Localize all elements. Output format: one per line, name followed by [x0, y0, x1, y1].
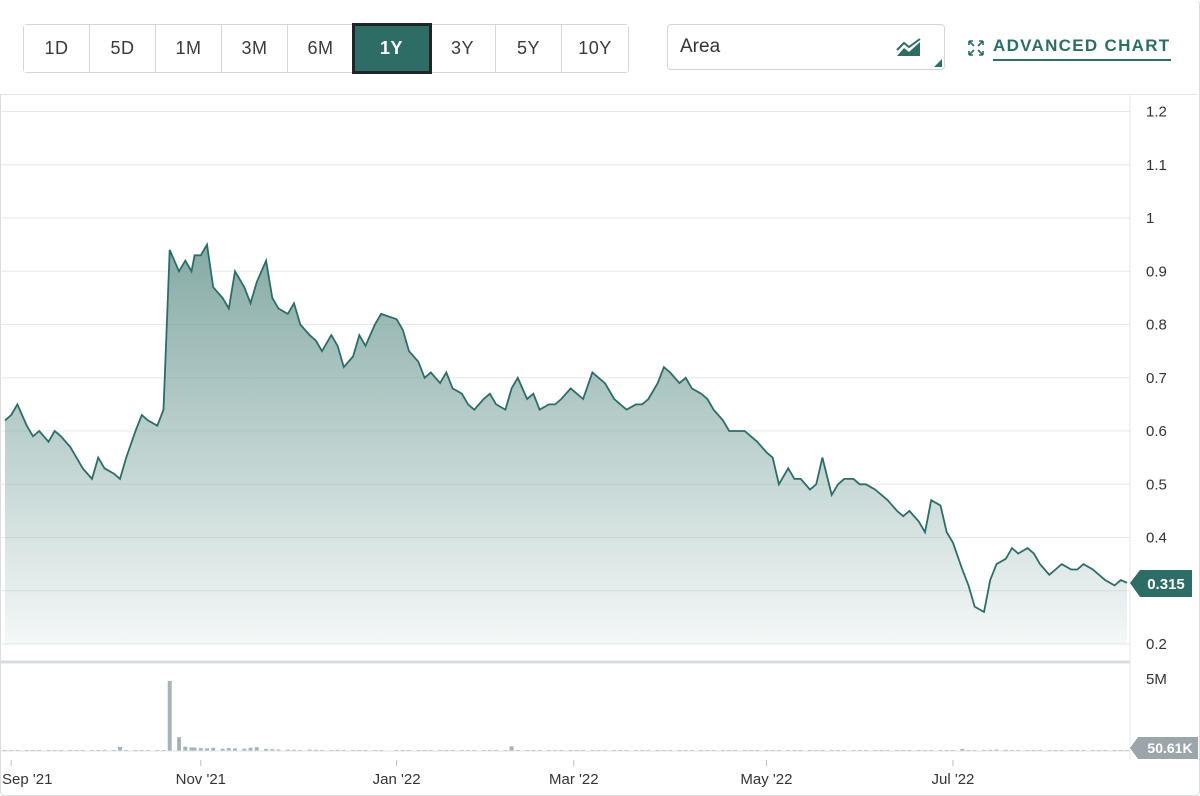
- volume-bar: [264, 748, 269, 751]
- y-tick-label: 1: [1146, 210, 1154, 227]
- y-tick-label: 0.6: [1146, 423, 1167, 440]
- last-volume-label: 50.61K: [1147, 740, 1192, 756]
- range-button-6m[interactable]: 6M: [288, 25, 354, 72]
- x-tick-label: Jan '22: [373, 771, 421, 788]
- volume-bar: [254, 747, 259, 751]
- range-button-1y[interactable]: 1Y: [352, 23, 432, 74]
- volume-bar: [487, 749, 492, 751]
- range-button-3m[interactable]: 3M: [222, 25, 288, 72]
- dropdown-corner-icon: [934, 59, 942, 67]
- volume-bar: [226, 748, 231, 751]
- volume-bar: [298, 749, 303, 751]
- y-tick-label: 0.2: [1146, 636, 1167, 653]
- range-button-1d[interactable]: 1D: [24, 25, 90, 72]
- volume-bar: [192, 747, 197, 751]
- volume-bar: [183, 746, 188, 751]
- y-tick-label: 0.9: [1146, 263, 1167, 280]
- volume-bar: [982, 749, 987, 751]
- x-tick-label: Sep '21: [2, 771, 52, 788]
- y-tick-label: 0.7: [1146, 370, 1167, 387]
- last-price-marker: 0.315: [1130, 570, 1192, 597]
- volume-bar: [102, 749, 107, 751]
- volume-bar: [313, 749, 318, 751]
- range-selector: 1D 5D 1M 3M 6M 1Y 3Y 5Y 10Y: [23, 23, 629, 74]
- y-tick-label: 1.2: [1146, 104, 1167, 121]
- y-tick-label: 0.5: [1146, 476, 1167, 493]
- advanced-chart-link[interactable]: ADVANCED CHART: [967, 36, 1171, 64]
- y-tick-label: 1.1: [1146, 157, 1167, 174]
- chart-type-value: Area: [680, 36, 721, 57]
- chart-type-select[interactable]: Area: [667, 24, 945, 70]
- volume-bar: [68, 749, 73, 751]
- y-axis: 1.2 1.1 1 0.9 0.8 0.7 0.6 0.5 0.4 0.2: [1146, 104, 1167, 654]
- area-chart-icon: [896, 38, 921, 56]
- volume-bar: [177, 737, 182, 751]
- volume-bar: [307, 749, 312, 751]
- advanced-chart-label: ADVANCED CHART: [993, 36, 1171, 61]
- x-tick-label: Nov '21: [176, 771, 226, 788]
- volume-bar: [242, 748, 247, 751]
- volume-bar: [270, 749, 275, 751]
- volume-bar: [335, 749, 340, 751]
- range-button-5d[interactable]: 5D: [90, 25, 156, 72]
- volume-bar: [1003, 749, 1008, 751]
- expand-icon: [968, 40, 984, 56]
- x-tick-label: May '22: [740, 771, 792, 788]
- price-line: [4, 241, 1128, 614]
- volume-bar: [459, 749, 464, 751]
- x-tick-label: Mar '22: [549, 771, 599, 788]
- volume-bar: [292, 749, 297, 751]
- volume-bar: [233, 748, 237, 751]
- volume-bar: [276, 749, 281, 751]
- volume-bar: [357, 749, 362, 751]
- price-points: [4, 244, 1128, 613]
- range-button-5y[interactable]: 5Y: [496, 25, 562, 72]
- y-tick-label: 0.4: [1146, 530, 1167, 547]
- volume-bar: [988, 749, 993, 751]
- x-tick-label: Jul '22: [932, 771, 975, 788]
- volume-bar: [211, 747, 216, 751]
- volume-bar: [198, 748, 203, 751]
- volume-bar: [189, 747, 194, 751]
- volume-bar: [220, 748, 225, 751]
- range-button-3y[interactable]: 3Y: [430, 25, 496, 72]
- volume-bars: [0, 680, 1130, 752]
- volume-bar: [118, 746, 122, 751]
- range-button-10y[interactable]: 10Y: [562, 25, 628, 72]
- volume-bar: [285, 749, 290, 751]
- y-tick-label: 0.8: [1146, 317, 1167, 334]
- volume-bar: [960, 748, 965, 751]
- volume-bar: [248, 747, 253, 751]
- price-area: [5, 244, 1127, 644]
- chart-toolbar: 1D 5D 1M 3M 6M 1Y 3Y 5Y 10Y Area ADVANCED CHART: [0, 0, 1198, 95]
- volume-bar: [379, 749, 384, 751]
- x-axis: Sep '21 Nov '21 Jan '22 Mar '22 May '22 Jul '…: [2, 760, 974, 788]
- last-price-label: 0.315: [1147, 576, 1185, 593]
- range-button-1m[interactable]: 1M: [156, 25, 222, 72]
- volume-axis-label: 5M: [1146, 671, 1167, 688]
- volume-bar: [320, 749, 324, 751]
- volume-bar: [167, 680, 172, 751]
- last-volume-marker: 50.61K: [1130, 737, 1198, 759]
- volume-bar: [205, 748, 210, 751]
- volume-bar: [509, 746, 514, 751]
- volume-bar: [994, 749, 999, 751]
